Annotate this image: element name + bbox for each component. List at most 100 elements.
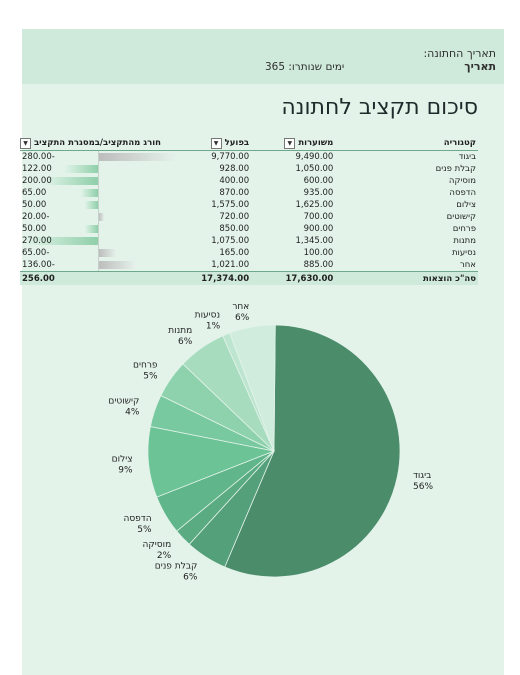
table-row: 50.00 850.00 900.00 פרחים	[20, 223, 478, 235]
wedding-date-value[interactable]: תאריך	[464, 60, 496, 73]
pie-slice[interactable]	[229, 324, 276, 452]
over-under-cell[interactable]: 65.00-	[20, 247, 170, 259]
page-title: סיכום תקציב לחתונה	[281, 95, 478, 120]
pie-slice-label: מתנות	[168, 326, 192, 336]
data-bar	[99, 261, 136, 269]
actual-cell[interactable]: 870.00	[219, 188, 250, 198]
filter-dropdown-actual[interactable]: ▼	[210, 137, 222, 149]
filter-dropdown-estimated[interactable]: ▼	[284, 137, 296, 149]
estimated-cell[interactable]: 900.00	[303, 224, 334, 234]
actual-cell[interactable]: 9,770.00	[211, 152, 250, 162]
actual-cell[interactable]: 1,075.00	[211, 236, 250, 246]
pie-slice-label: פרחים	[133, 361, 158, 371]
category-cell[interactable]: מוסיקה	[448, 176, 476, 186]
estimated-cell[interactable]: 1,345.00	[295, 236, 334, 246]
budget-table: ▼ חורג מהתקציב/במסגרת התקציב ▼ בפועל ▼ מ…	[20, 136, 478, 285]
actual-cell[interactable]: 928.00	[219, 164, 250, 174]
data-bar	[99, 249, 117, 257]
total-actual[interactable]: 17,374.00	[169, 271, 250, 285]
wedding-date-label: תאריך החתונה:	[423, 47, 496, 60]
category-cell[interactable]: אחר	[459, 260, 476, 270]
actual-cell[interactable]: 850.00	[219, 224, 250, 234]
zero-axis-line	[98, 235, 99, 247]
over-under-cell[interactable]: 136.00-	[20, 259, 170, 272]
days-left: ימים שנותרו: 365	[265, 61, 345, 73]
estimated-cell[interactable]: 935.00	[303, 188, 334, 198]
pie-slice-percent: 6%	[235, 313, 250, 323]
category-cell[interactable]: פרחים	[452, 224, 476, 234]
over-under-value: 50.00	[22, 200, 47, 210]
pie-slice-percent: 6%	[183, 573, 198, 583]
column-actual: ▼ בפועל	[169, 136, 250, 151]
estimated-cell[interactable]: 700.00	[303, 212, 334, 222]
pie-slice-percent: 56%	[413, 482, 433, 492]
filter-dropdown-over-under[interactable]: ▼	[20, 137, 31, 149]
over-under-value: 20.00-	[22, 212, 50, 222]
estimated-cell[interactable]: 9,490.00	[295, 152, 334, 162]
over-under-cell[interactable]: 122.00	[20, 163, 170, 175]
table-row: 122.00 928.00 1,050.00 קבלת פנים	[20, 163, 478, 175]
over-under-value: 50.00	[22, 224, 47, 234]
total-estimated[interactable]: 17,630.00	[249, 271, 334, 285]
estimated-cell[interactable]: 1,050.00	[295, 164, 334, 174]
data-bar	[44, 177, 98, 185]
pie-slice-percent: 6%	[178, 337, 193, 347]
total-over-under[interactable]: 256.00	[20, 271, 170, 285]
pie-slice-percent: 1%	[206, 322, 221, 332]
over-under-cell[interactable]: 270.00	[20, 235, 170, 247]
pie-slice-percent: 2%	[157, 551, 172, 561]
actual-cell[interactable]: 720.00	[219, 212, 250, 222]
over-under-value: 65.00-	[22, 248, 50, 258]
over-under-value: 280.00-	[22, 152, 55, 162]
over-under-cell[interactable]: 280.00-	[20, 151, 174, 163]
pie-slice-percent: 9%	[118, 466, 133, 476]
column-estimated-label: משוערות	[298, 138, 334, 148]
column-over-under-label: חורג מהתקציב/במסגרת התקציב	[34, 138, 161, 148]
table-header-row: ▼ חורג מהתקציב/במסגרת התקציב ▼ בפועל ▼ מ…	[20, 136, 478, 151]
over-under-value: 65.00	[22, 188, 47, 198]
over-under-cell[interactable]: 65.00	[20, 187, 170, 199]
pie-slice-label: צילום	[112, 455, 133, 465]
zero-axis-line	[98, 211, 99, 223]
category-cell[interactable]: מתנות	[453, 236, 476, 246]
estimated-cell[interactable]: 600.00	[303, 176, 334, 186]
zero-axis-line	[98, 151, 99, 163]
data-bar	[80, 189, 98, 197]
column-category-label: קטגוריה	[443, 138, 476, 148]
estimated-cell[interactable]: 100.00	[303, 248, 334, 258]
data-bar	[99, 213, 105, 221]
table-row: 65.00- 165.00 100.00 נסיעות	[20, 247, 478, 259]
category-cell[interactable]: צילום	[456, 200, 476, 210]
pie-slice[interactable]	[224, 324, 401, 578]
actual-cell[interactable]: 1,575.00	[211, 200, 250, 210]
over-under-cell[interactable]: 50.00	[20, 223, 170, 235]
category-cell[interactable]: הדפסה	[449, 188, 476, 198]
column-actual-label: בפועל	[224, 138, 250, 148]
over-under-value: 270.00	[22, 236, 52, 246]
over-under-value: 200.00	[22, 176, 52, 186]
pie-slice-label: אחר	[232, 302, 249, 312]
category-cell[interactable]: קבלת פנים	[435, 164, 476, 174]
actual-cell[interactable]: 1,021.00	[211, 260, 250, 270]
category-cell[interactable]: ביגוד	[458, 152, 476, 162]
pie-slice-percent: 5%	[137, 525, 152, 535]
over-under-cell[interactable]: 200.00	[20, 175, 170, 187]
actual-cell[interactable]: 165.00	[219, 248, 250, 258]
zero-axis-line	[98, 259, 99, 271]
pie-slice-percent: 5%	[143, 372, 158, 382]
zero-axis-line	[98, 187, 99, 199]
column-over-under: ▼ חורג מהתקציב/במסגרת התקציב	[20, 136, 170, 151]
data-bar	[99, 153, 174, 161]
pie-slice-label: מוסיקה	[143, 540, 172, 550]
zero-axis-line	[98, 175, 99, 187]
over-under-value: 122.00	[22, 164, 52, 174]
category-cell[interactable]: קישוטים	[446, 212, 476, 222]
estimated-cell[interactable]: 1,625.00	[295, 200, 334, 210]
actual-cell[interactable]: 400.00	[219, 176, 250, 186]
over-under-cell[interactable]: 20.00-	[20, 211, 170, 223]
estimated-cell[interactable]: 885.00	[303, 260, 334, 270]
total-label: סה"כ הוצאות	[333, 271, 478, 285]
over-under-cell[interactable]: 50.00	[20, 199, 170, 211]
category-cell[interactable]: נסיעות	[451, 248, 476, 258]
zero-axis-line	[98, 247, 99, 259]
